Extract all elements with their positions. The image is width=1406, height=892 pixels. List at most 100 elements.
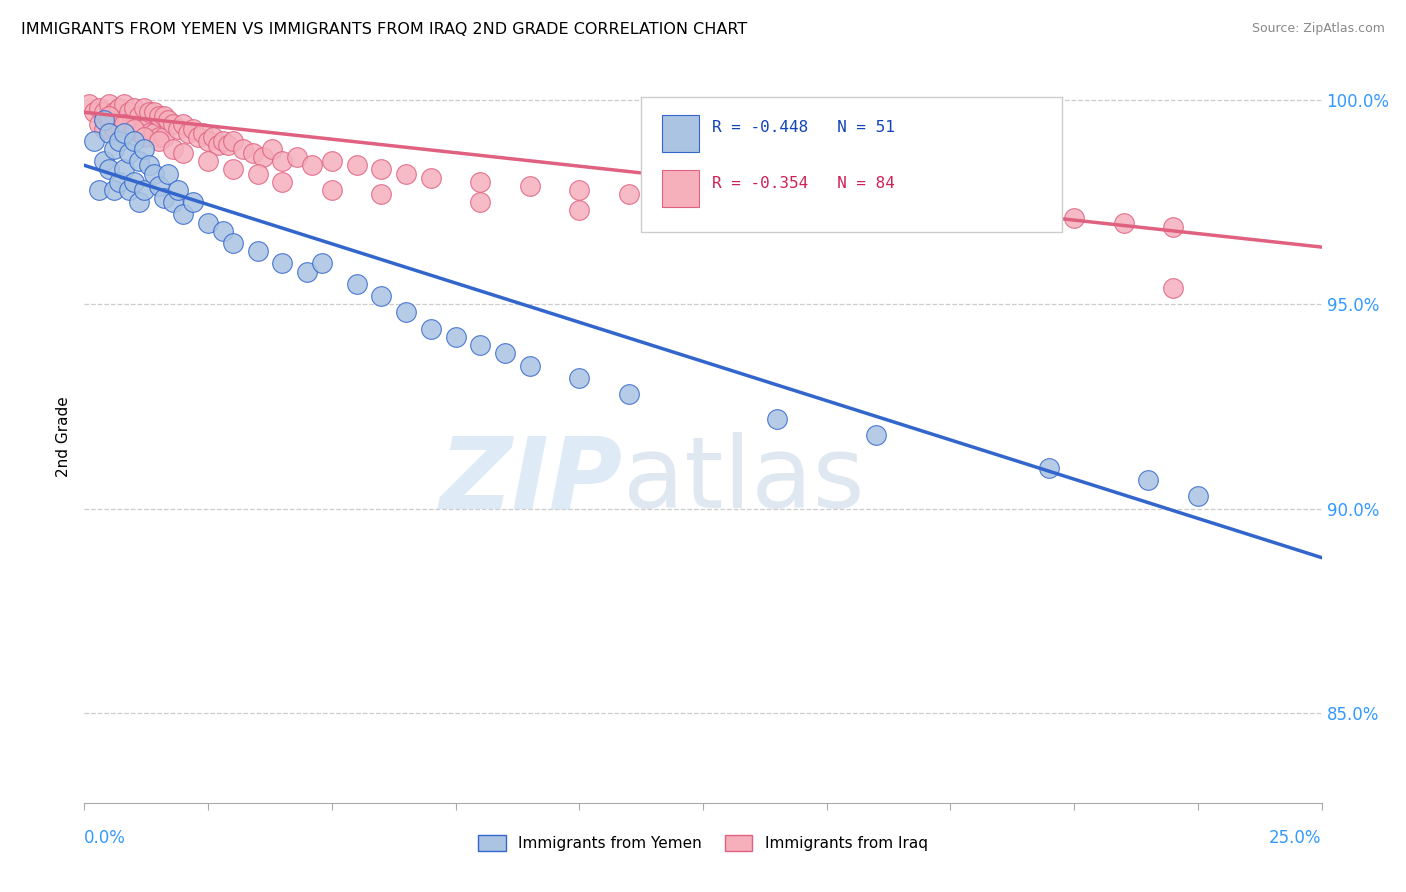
Point — [93, 113, 115, 128]
Point — [865, 428, 887, 442]
Point — [122, 134, 145, 148]
Point — [83, 134, 105, 148]
Text: Source: ZipAtlas.com: Source: ZipAtlas.com — [1251, 22, 1385, 36]
Point — [132, 142, 155, 156]
Point — [346, 158, 368, 172]
Point — [89, 183, 111, 197]
Bar — [662, 115, 699, 152]
Point — [271, 154, 294, 169]
Point — [142, 126, 165, 140]
Point — [83, 105, 105, 120]
Point — [301, 158, 323, 172]
Point — [197, 134, 219, 148]
Point — [132, 121, 155, 136]
Point — [148, 109, 170, 123]
Point — [122, 101, 145, 115]
Point — [212, 134, 235, 148]
Point — [108, 134, 131, 148]
Point — [222, 162, 245, 177]
Point — [370, 289, 392, 303]
Point — [217, 137, 239, 152]
Point — [132, 101, 155, 115]
Point — [617, 387, 640, 401]
Point — [172, 118, 194, 132]
Point — [132, 129, 155, 144]
Point — [148, 129, 170, 144]
Point — [103, 183, 125, 197]
Point — [187, 129, 209, 144]
Point — [103, 142, 125, 156]
Point — [128, 109, 150, 123]
Point — [202, 129, 225, 144]
Point — [370, 186, 392, 201]
Point — [197, 215, 219, 229]
Point — [167, 183, 190, 197]
Point — [152, 129, 174, 144]
Point — [295, 264, 318, 278]
Point — [494, 346, 516, 360]
Point — [108, 101, 131, 115]
Point — [271, 256, 294, 270]
Point — [666, 191, 689, 205]
Point — [568, 183, 591, 197]
Text: IMMIGRANTS FROM YEMEN VS IMMIGRANTS FROM IRAQ 2ND GRADE CORRELATION CHART: IMMIGRANTS FROM YEMEN VS IMMIGRANTS FROM… — [21, 22, 748, 37]
Point — [321, 183, 343, 197]
Point — [177, 126, 200, 140]
Point — [138, 158, 160, 172]
Point — [89, 118, 111, 132]
Point — [181, 195, 204, 210]
Text: R = -0.354   N = 84: R = -0.354 N = 84 — [711, 176, 894, 191]
Point — [1063, 211, 1085, 226]
Point — [395, 305, 418, 319]
Point — [138, 126, 160, 140]
Point — [112, 126, 135, 140]
Point — [98, 109, 121, 123]
Point — [93, 154, 115, 169]
Point — [142, 167, 165, 181]
Point — [252, 150, 274, 164]
Point — [617, 186, 640, 201]
Point — [815, 199, 838, 213]
Point — [98, 97, 121, 112]
Point — [321, 154, 343, 169]
FancyBboxPatch shape — [641, 97, 1062, 232]
Text: 25.0%: 25.0% — [1270, 829, 1322, 847]
Point — [167, 121, 190, 136]
Point — [246, 244, 269, 259]
Point — [122, 175, 145, 189]
Point — [118, 183, 141, 197]
Point — [152, 191, 174, 205]
Point — [162, 142, 184, 156]
Point — [162, 195, 184, 210]
Point — [112, 162, 135, 177]
Point — [181, 121, 204, 136]
Point — [162, 118, 184, 132]
Point — [79, 97, 101, 112]
Point — [1038, 460, 1060, 475]
Point — [128, 154, 150, 169]
Point — [93, 105, 115, 120]
Text: atlas: atlas — [623, 433, 865, 530]
Point — [1112, 215, 1135, 229]
Point — [112, 118, 135, 132]
Point — [118, 105, 141, 120]
Point — [519, 178, 541, 193]
Point — [108, 118, 131, 132]
Point — [152, 109, 174, 123]
Point — [519, 359, 541, 373]
Point — [98, 113, 121, 128]
Point — [212, 224, 235, 238]
Point — [172, 146, 194, 161]
Point — [419, 322, 441, 336]
Point — [1161, 281, 1184, 295]
Point — [93, 121, 115, 136]
Point — [122, 121, 145, 136]
Point — [191, 126, 214, 140]
Point — [444, 330, 467, 344]
Point — [419, 170, 441, 185]
Point — [197, 154, 219, 169]
Point — [222, 235, 245, 250]
Point — [132, 183, 155, 197]
Point — [157, 113, 180, 128]
Point — [98, 126, 121, 140]
